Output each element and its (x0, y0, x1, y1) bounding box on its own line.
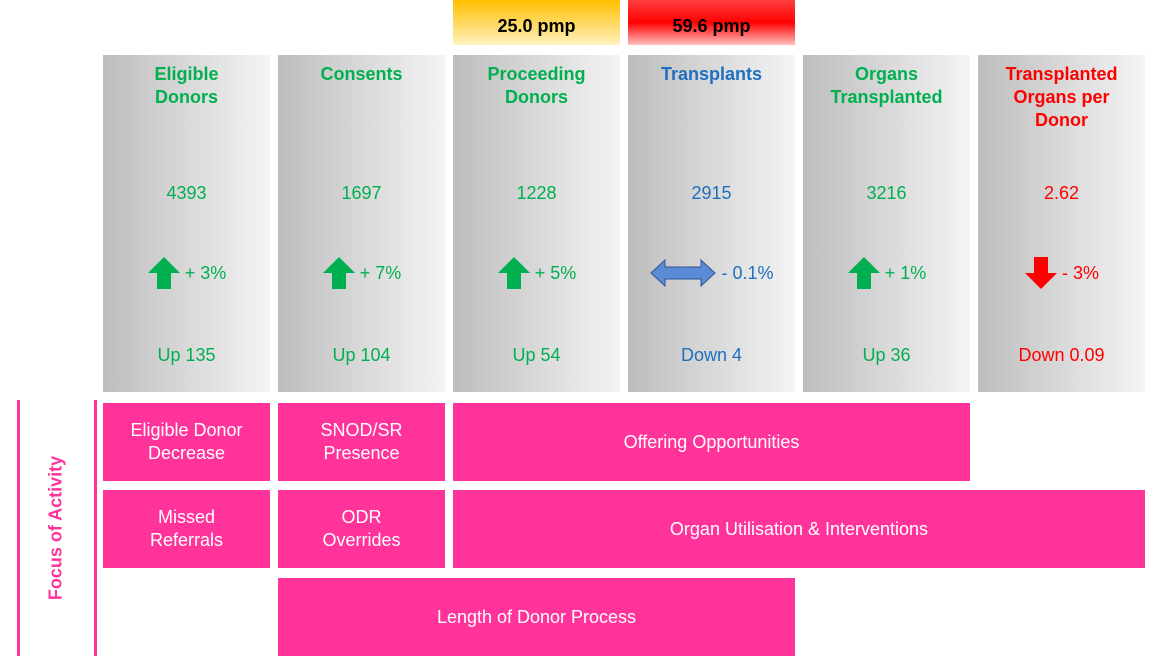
kpi-column: Proceeding Donors 1228 + 5% Up 54 (453, 55, 620, 392)
activity-box: Offering Opportunities (453, 403, 970, 481)
kpi-delta: Down 4 (680, 345, 743, 365)
kpi-value: 1228 (516, 183, 557, 203)
kpi-value: 3216 (866, 183, 907, 203)
kpi-change: + 3% (184, 262, 227, 283)
kpi-change-row: + 3% (103, 255, 270, 291)
trend-arrow (650, 258, 717, 288)
activity-box: SNOD/SR Presence (278, 403, 445, 481)
kpi-change: + 5% (534, 262, 577, 283)
kpi-change-row: + 1% (803, 255, 970, 291)
kpi-title: Eligible Donors (154, 64, 219, 107)
kpi-change-row: + 7% (278, 255, 445, 291)
trend-arrow (322, 257, 355, 289)
kpi-change: - 0.1% (721, 262, 774, 283)
kpi-change: - 3% (1061, 262, 1099, 283)
kpi-title: Organs Transplanted (830, 64, 943, 107)
kpi-column: Transplanted Organs per Donor 2.62 - 3% Dow… (978, 55, 1145, 392)
activity-box: Organ Utilisation & Interventions (453, 490, 1145, 568)
kpi-delta: Up 135 (157, 345, 216, 365)
activity-box: Eligible Donor Decrease (103, 403, 270, 481)
badge: 25.0 pmp (453, 0, 620, 45)
kpi-title: Transplanted Organs per Donor (1005, 64, 1118, 130)
kpi-value: 4393 (166, 183, 207, 203)
focus-border (17, 400, 20, 656)
kpi-delta: Up 104 (332, 345, 391, 365)
activity-box: ODR Overrides (278, 490, 445, 568)
kpi-column: Transplants 2915 - 0.1% Down 4 (628, 55, 795, 392)
kpi-change: + 1% (884, 262, 927, 283)
kpi-change: + 7% (359, 262, 402, 283)
kpi-column: Organs Transplanted 3216 + 1% Up 36 (803, 55, 970, 392)
kpi-value: 2915 (691, 183, 732, 203)
kpi-change-row: + 5% (453, 255, 620, 291)
kpi-title: Consents (320, 64, 403, 84)
kpi-value: 1697 (341, 183, 382, 203)
kpi-column: Eligible Donors 4393 + 3% Up 135 (103, 55, 270, 392)
trend-arrow (147, 257, 180, 289)
badge: 59.6 pmp (628, 0, 795, 45)
activity-box: Missed Referrals (103, 490, 270, 568)
kpi-change-row: - 3% (978, 255, 1145, 291)
trend-arrow (847, 257, 880, 289)
kpi-delta: Up 36 (862, 345, 911, 365)
kpi-delta: Up 54 (512, 345, 561, 365)
kpi-delta: Down 0.09 (1018, 345, 1105, 365)
focus-label: Focus of Activity (45, 455, 66, 601)
focus-border (94, 400, 97, 656)
trend-arrow (1024, 257, 1057, 289)
trend-arrow (497, 257, 530, 289)
activity-box: Length of Donor Process (278, 578, 795, 656)
kpi-change-row: - 0.1% (628, 255, 795, 291)
kpi-title: Transplants (660, 64, 763, 84)
kpi-title: Proceeding Donors (487, 64, 586, 107)
kpi-column: Consents 1697 + 7% Up 104 (278, 55, 445, 392)
kpi-value: 2.62 (1043, 183, 1080, 203)
